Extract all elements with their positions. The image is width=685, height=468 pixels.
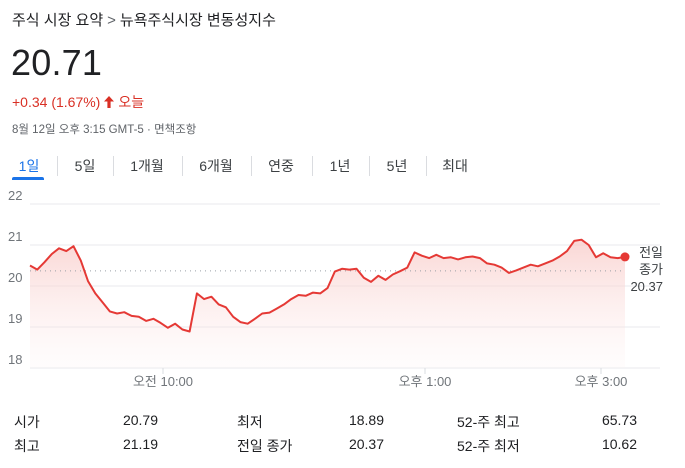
stat-value-52w-low: 10.62: [601, 436, 637, 452]
previous-close-label-2: 종가: [639, 262, 663, 277]
time-range-tabs: 1일 5일 1개월 6개월 연중 1년 5년 최대: [0, 152, 685, 182]
tab-divider: [251, 156, 252, 176]
stat-value-prev-close: 20.37: [348, 436, 384, 452]
stat-label-low: 최저: [237, 414, 263, 430]
tab-1m[interactable]: 1개월: [130, 158, 164, 174]
price-change-value: +0.34 (1.67%): [12, 94, 101, 110]
tab-divider: [426, 156, 427, 176]
x-tick-label: 오전 10:00: [133, 374, 193, 389]
quote-meta: 8월 12일 오후 3:15 GMT-5 · 면책조항: [12, 121, 196, 137]
disclaimer-link[interactable]: 면책조항: [154, 124, 197, 136]
stats-row: 최고 21.19 전일 종가 20.37 52-주 최저 10.62: [0, 436, 685, 458]
y-tick-label: 22: [8, 190, 22, 203]
current-price: 20.71: [11, 42, 103, 83]
stats-row: 시가 20.79 최저 18.89 52-주 최고 65.73: [0, 412, 685, 434]
stat-value-low: 18.89: [348, 412, 384, 428]
breadcrumb-separator: >: [107, 12, 116, 29]
stat-label-52w-low: 52-주 최저: [457, 438, 520, 454]
breadcrumb: 주식 시장 요약 > 뉴욕주식시장 변동성지수: [12, 9, 276, 30]
active-tab-indicator: [12, 177, 44, 180]
stat-value-open: 20.79: [122, 412, 158, 428]
stat-label-52w-high: 52-주 최고: [457, 414, 520, 430]
tab-max[interactable]: 최대: [442, 158, 468, 174]
chart-series-line: [29, 238, 626, 333]
chart-area-fill: [30, 239, 625, 368]
stat-label-open: 시가: [14, 414, 40, 430]
x-tick-label: 오후 3:00: [575, 374, 628, 389]
tab-1y[interactable]: 1년: [329, 158, 351, 174]
price-chart[interactable]: 22 21 20 19 18 전일 종가 20.37 오전 10:00 오후 1:00 오후…: [0, 190, 685, 390]
tab-divider: [312, 156, 313, 176]
previous-close-label: 전일: [639, 245, 663, 260]
y-tick-label: 20: [8, 270, 22, 285]
tab-divider: [113, 156, 114, 176]
stat-value-52w-high: 65.73: [601, 412, 637, 428]
tab-ytd[interactable]: 연중: [268, 158, 294, 174]
tab-divider: [369, 156, 370, 176]
x-tick-label: 오후 1:00: [399, 374, 452, 389]
tab-5y[interactable]: 5년: [386, 158, 408, 174]
previous-close-value: 20.37: [630, 279, 663, 294]
y-tick-label: 18: [8, 352, 22, 367]
y-tick-label: 19: [8, 311, 22, 326]
stat-label-prev-close: 전일 종가: [237, 438, 293, 454]
tab-5d[interactable]: 5일: [74, 158, 96, 174]
tab-divider: [182, 156, 183, 176]
y-tick-label: 21: [8, 229, 22, 244]
price-change: +0.34 (1.67%) 오늘: [12, 92, 144, 112]
breadcrumb-home-link[interactable]: 주식 시장 요약: [12, 12, 104, 29]
arrow-up-icon: [104, 96, 115, 108]
change-period: 오늘: [118, 94, 145, 110]
stat-label-high: 최고: [14, 438, 40, 454]
meta-bullet: ·: [147, 124, 151, 136]
quote-timestamp: 8월 12일 오후 3:15 GMT-5: [12, 124, 144, 136]
tab-divider: [57, 156, 58, 176]
tab-6m[interactable]: 6개월: [199, 158, 233, 174]
chart-last-point: [620, 252, 630, 262]
stat-value-high: 21.19: [122, 436, 158, 452]
breadcrumb-current: 뉴욕주식시장 변동성지수: [119, 12, 276, 29]
tab-1d[interactable]: 1일: [18, 158, 40, 174]
